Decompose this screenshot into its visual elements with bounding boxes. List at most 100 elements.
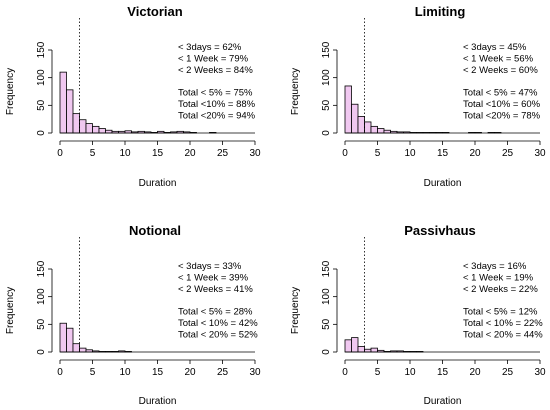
histogram-bar <box>66 327 74 353</box>
annotation-text: Total < 5% = 12% <box>463 307 538 318</box>
x-tick-label: 10 <box>404 367 416 378</box>
histogram-bar <box>79 347 87 353</box>
y-tick-label: 0 <box>321 130 332 136</box>
annotation-text: Total < 5% = 28% <box>178 307 253 318</box>
x-tick-label: 25 <box>217 367 229 378</box>
histogram-bar <box>66 89 74 134</box>
y-tick-label: 150 <box>321 41 332 58</box>
histogram-bar <box>351 337 359 353</box>
histogram-bar <box>357 346 365 353</box>
panel-title: Passivhaus <box>404 223 476 238</box>
x-tick-label: 5 <box>90 367 96 378</box>
x-tick-label: 30 <box>249 148 261 159</box>
annotation-text: < 2 Weeks = 41% <box>178 284 253 295</box>
y-tick-label: 50 <box>321 99 332 111</box>
x-tick-label: 15 <box>437 148 449 159</box>
annotation-text: Total <10% = 88% <box>178 99 256 110</box>
x-tick-label: 0 <box>342 367 348 378</box>
x-axis-label: Duration <box>139 396 177 407</box>
histogram-bar <box>98 128 106 134</box>
annotation-text: Total < 10% = 22% <box>463 318 543 329</box>
annotation-text: < 2 Weeks = 60% <box>463 65 538 76</box>
panel-title: Limiting <box>415 4 466 19</box>
histogram-bar <box>79 119 87 134</box>
annotation-text: < 3days = 62% <box>178 42 242 53</box>
histogram-bar <box>357 116 365 134</box>
annotation-text: Total <20% = 78% <box>463 111 541 122</box>
histogram-bar <box>370 347 378 353</box>
annotation-text: Total < 5% = 75% <box>178 88 253 99</box>
x-tick-label: 20 <box>184 148 196 159</box>
x-tick-label: 10 <box>119 148 131 159</box>
x-tick-label: 10 <box>119 367 131 378</box>
x-tick-label: 5 <box>90 148 96 159</box>
annotation-text: Total < 20% = 44% <box>463 330 543 341</box>
y-tick-label: 50 <box>36 318 47 330</box>
x-tick-label: 25 <box>217 148 229 159</box>
y-tick-label: 50 <box>321 318 332 330</box>
annotation-text: < 2 Weeks = 84% <box>178 65 253 76</box>
panel-passivhaus: Passivhaus 0 5 10 15 20 25 30 0 50 100 150 Duration F… <box>290 223 546 407</box>
y-axis-label: Frequency <box>5 68 16 115</box>
x-tick-label: 15 <box>152 367 164 378</box>
x-tick-label: 0 <box>342 148 348 159</box>
x-tick-label: 30 <box>249 367 261 378</box>
x-tick-label: 25 <box>502 367 514 378</box>
y-tick-label: 150 <box>36 260 47 277</box>
histogram-bar <box>59 71 67 134</box>
x-tick-label: 20 <box>184 367 196 378</box>
y-tick-label: 100 <box>36 69 47 86</box>
annotation-text: < 3days = 16% <box>463 261 527 272</box>
annotation-text: < 1 Week = 39% <box>178 273 249 284</box>
panel-victorian: Victorian 0 5 10 15 20 25 30 0 50 100 150 Duration Fr… <box>5 4 261 189</box>
annotation-text: < 2 Weeks = 22% <box>463 284 538 295</box>
x-tick-label: 20 <box>469 148 481 159</box>
panel-notional: Notional 0 5 10 15 20 25 30 0 50 100 150 Duration Fre… <box>5 223 261 407</box>
y-axis-label: Frequency <box>5 287 16 334</box>
x-tick-label: 5 <box>375 148 381 159</box>
histogram-bar <box>377 128 385 134</box>
panel-limiting: Limiting 0 5 10 15 20 25 30 0 50 100 150 Duration Fre… <box>290 4 546 189</box>
histogram-bar <box>92 125 100 134</box>
y-tick-label: 150 <box>321 260 332 277</box>
y-axis-label: Frequency <box>290 68 301 115</box>
y-axis-label: Frequency <box>290 287 301 334</box>
x-tick-label: 15 <box>152 148 164 159</box>
annotation-text: < 1 Week = 19% <box>463 273 534 284</box>
x-tick-label: 15 <box>437 367 449 378</box>
x-axis-label: Duration <box>139 178 177 189</box>
x-tick-label: 25 <box>502 148 514 159</box>
histogram-bar <box>383 129 391 134</box>
histogram-bar <box>344 85 352 134</box>
panel-title: Notional <box>129 223 181 238</box>
histogram-bar <box>72 113 80 134</box>
y-tick-label: 0 <box>36 130 47 136</box>
annotation-text: < 3days = 33% <box>178 261 242 272</box>
y-tick-label: 0 <box>36 349 47 355</box>
histogram-bar <box>59 322 67 353</box>
histogram-bar <box>351 103 359 134</box>
x-axis-label: Duration <box>424 396 462 407</box>
histogram-bar <box>370 125 378 134</box>
annotation-text: Total <10% = 60% <box>463 99 541 110</box>
histogram-bar <box>105 129 113 134</box>
x-tick-label: 5 <box>375 367 381 378</box>
histogram-bar <box>364 121 372 134</box>
annotation-text: < 1 Week = 56% <box>463 54 534 65</box>
y-tick-label: 150 <box>36 41 47 58</box>
x-tick-label: 0 <box>57 367 63 378</box>
histogram-bar <box>344 339 352 353</box>
y-tick-label: 0 <box>321 349 332 355</box>
y-tick-label: 100 <box>36 288 47 305</box>
x-tick-label: 20 <box>469 367 481 378</box>
x-tick-label: 30 <box>534 148 546 159</box>
y-tick-label: 100 <box>321 69 332 86</box>
annotation-text: < 3days = 45% <box>463 42 527 53</box>
annotation-text: < 1 Week = 79% <box>178 54 249 65</box>
y-tick-label: 50 <box>36 99 47 111</box>
x-tick-label: 30 <box>534 367 546 378</box>
annotation-text: Total < 10% = 42% <box>178 318 258 329</box>
annotation-text: Total < 5% = 47% <box>463 88 538 99</box>
x-tick-label: 0 <box>57 148 63 159</box>
